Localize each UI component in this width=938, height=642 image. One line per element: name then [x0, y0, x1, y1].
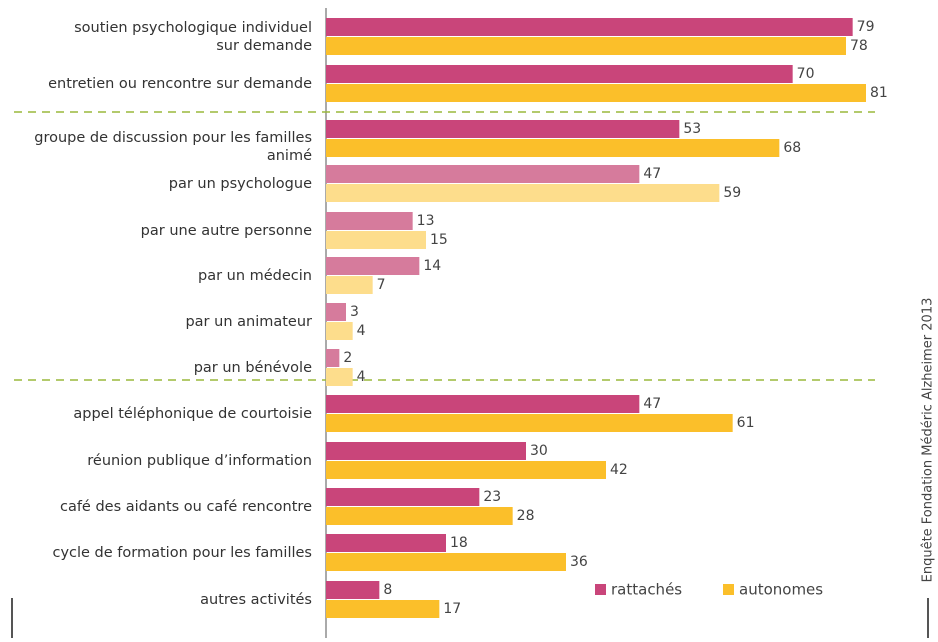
value-label: 42	[610, 462, 628, 478]
source: Enquête Fondation Médéric Alzheimer 2013	[921, 298, 936, 583]
bar	[326, 231, 426, 249]
category-label: café des aidants ou café rencontre	[59, 499, 312, 515]
bar	[326, 322, 353, 340]
legend-swatch	[723, 584, 734, 595]
category-label: réunion publique d’information	[87, 453, 312, 469]
value-label: 79	[857, 19, 875, 35]
bar	[326, 414, 733, 432]
bar	[326, 534, 446, 552]
value-label: 13	[417, 213, 435, 229]
category-label: par un animateur	[185, 314, 312, 330]
value-label: 53	[683, 121, 701, 137]
value-label: 70	[797, 66, 815, 82]
bar	[326, 507, 513, 525]
value-label: 23	[483, 489, 501, 505]
category-label: groupe de discussion pour les familles a…	[34, 130, 312, 164]
category-label: cycle de formation pour les familles	[52, 545, 312, 561]
bar	[326, 349, 340, 367]
value-label: 4	[357, 369, 366, 385]
category-label: par un médecin	[197, 268, 312, 284]
value-label: 8	[383, 582, 392, 598]
bar	[326, 65, 793, 83]
bar	[326, 18, 853, 36]
bar	[326, 120, 680, 138]
value-label: 36	[570, 554, 588, 570]
category-label: soutien psychologique individuel sur dem…	[74, 20, 312, 54]
bar	[326, 442, 526, 460]
value-label: 30	[530, 443, 548, 459]
bar	[326, 276, 373, 294]
category-label: par un bénévole	[193, 360, 312, 376]
value-label: 68	[783, 140, 801, 156]
category-label: autres activités	[200, 592, 312, 608]
bar	[326, 303, 346, 321]
value-label: 4	[357, 323, 366, 339]
bar	[326, 257, 420, 275]
bar	[326, 461, 606, 479]
value-label: 2	[343, 350, 352, 366]
value-label: 15	[430, 232, 448, 248]
bar	[326, 139, 780, 157]
value-label: 81	[870, 85, 888, 101]
value-label: 18	[450, 535, 468, 551]
legend-swatch	[595, 584, 606, 595]
bar	[326, 581, 380, 599]
value-label: 17	[443, 601, 461, 617]
bar	[326, 395, 640, 413]
bar	[326, 553, 566, 571]
value-label: 47	[643, 396, 661, 412]
value-label: 61	[737, 415, 755, 431]
bar	[326, 165, 640, 183]
legend-label: autonomes	[739, 581, 823, 599]
bar	[326, 184, 720, 202]
value-label: 14	[423, 258, 441, 274]
bar	[326, 600, 440, 618]
bar	[326, 212, 413, 230]
value-label: 59	[723, 185, 741, 201]
bar	[326, 37, 846, 55]
bar	[326, 84, 866, 102]
value-label: 7	[377, 277, 386, 293]
category-label: par un psychologue	[168, 176, 312, 192]
value-label: 3	[350, 304, 359, 320]
bar	[326, 488, 480, 506]
category-label: par une autre personne	[140, 223, 312, 239]
category-label: entretien ou rencontre sur demande	[48, 76, 312, 92]
bar	[326, 368, 353, 386]
value-label: 28	[517, 508, 535, 524]
legend-label: rattachés	[611, 581, 682, 599]
value-label: 47	[643, 166, 661, 182]
value-label: 78	[850, 38, 868, 54]
category-label: appel téléphonique de courtoisie	[73, 406, 312, 422]
